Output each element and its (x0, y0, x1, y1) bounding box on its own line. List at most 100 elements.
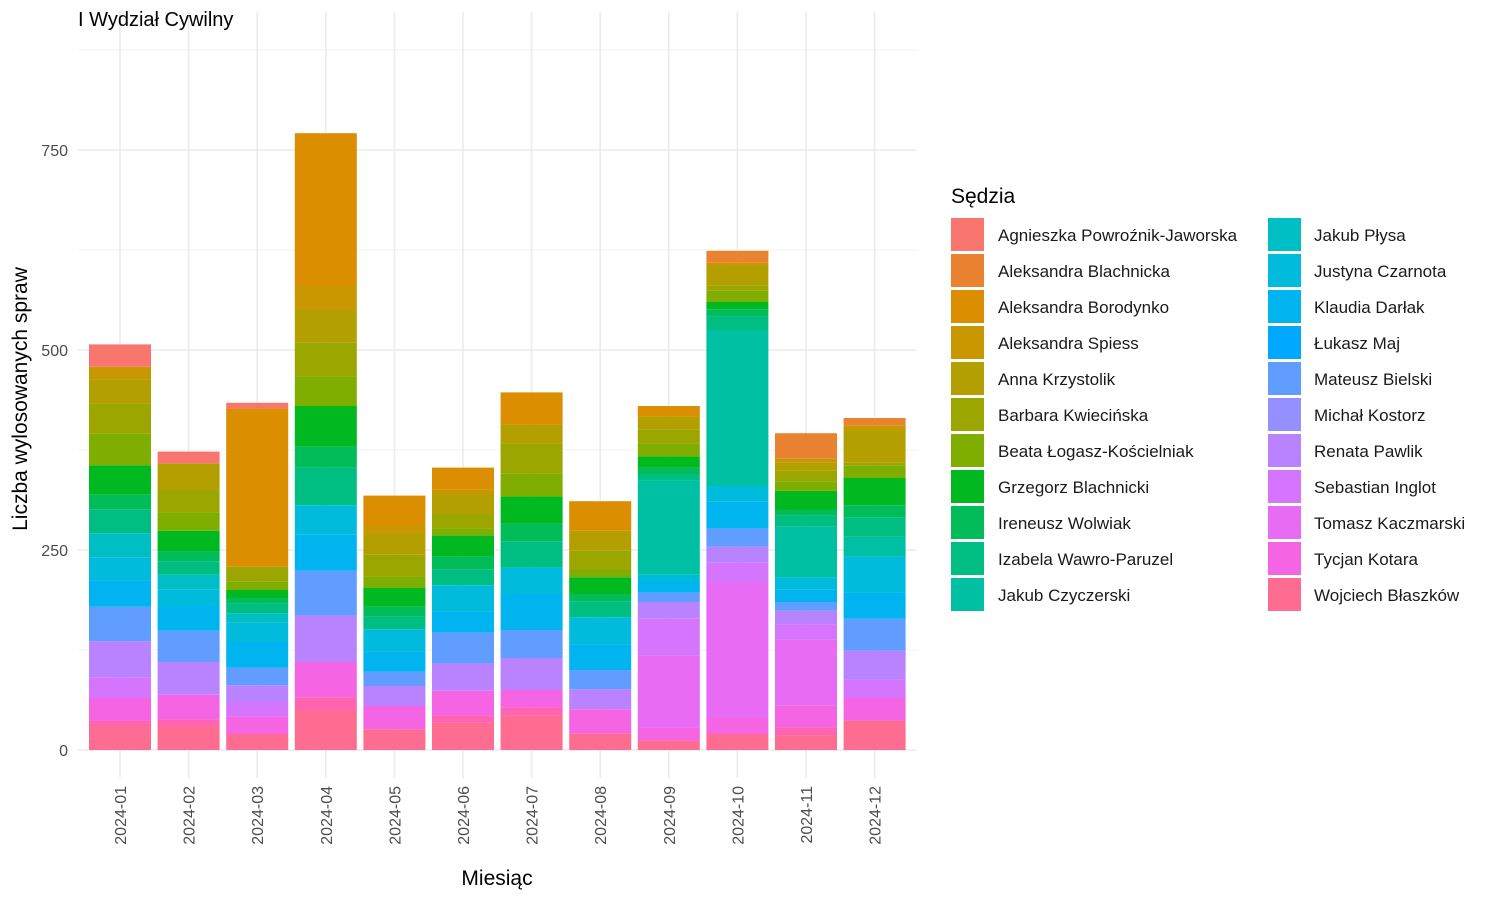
x-tick-label: 2024-03 (250, 786, 267, 845)
bar-segment (294, 133, 357, 286)
bar-segment (89, 533, 151, 558)
y-axis-title: Liczba wylosowanych spraw (9, 266, 32, 531)
bar-segment (500, 630, 563, 658)
bar-segment (157, 726, 220, 750)
bar-segment (294, 286, 357, 310)
bar-segment (89, 557, 151, 581)
bar-segment (569, 670, 632, 690)
bar-segment (706, 501, 769, 529)
bar-segment (157, 630, 220, 662)
bar-segment (432, 611, 494, 633)
bar-segment (706, 266, 769, 286)
legend-key (951, 254, 984, 287)
bar-segment (432, 585, 494, 612)
y-tick-labels: 0 250 500 750 (41, 143, 68, 760)
bar-segment (706, 309, 769, 317)
bar-segment (226, 598, 289, 604)
legend-label: Aleksandra Borodynko (998, 298, 1169, 317)
bar-segment (706, 734, 769, 750)
bar-segment (89, 433, 151, 466)
bar-segment (226, 613, 289, 623)
bar-segment (706, 330, 769, 486)
legend-key (951, 506, 984, 539)
x-tick-labels: 2024-01 2024-02 2024-03 2024-04 2024-05 2024-… (113, 786, 885, 845)
legend-key (1268, 434, 1301, 467)
bar-segment (775, 577, 837, 590)
bar-segment (363, 534, 426, 555)
y-tick-label: 250 (41, 543, 68, 560)
legend-label: Ireneusz Wolwiak (998, 514, 1131, 533)
x-tick-label: 2024-07 (525, 786, 542, 845)
bar-segment (843, 679, 906, 698)
legend-key (1268, 362, 1301, 395)
legend-label: Jakub Czyczerski (998, 586, 1130, 605)
bar-segment (637, 416, 700, 430)
legend-label: Sebastian Inglot (1314, 478, 1436, 497)
bar-segment (89, 641, 151, 678)
bar-segment (775, 515, 837, 527)
bar-segment (775, 639, 837, 706)
bar-segment (775, 624, 837, 640)
bar-segment (89, 698, 151, 721)
bar-segment (157, 694, 220, 720)
bar-segment (843, 618, 906, 651)
bar-segment (363, 606, 426, 617)
x-tick-label: 2024-11 (799, 786, 816, 844)
bar-segment (775, 470, 837, 482)
bar-segment (637, 602, 700, 619)
bar-segment (569, 501, 632, 531)
bar-segment (294, 662, 357, 698)
bar-segment (706, 302, 769, 310)
bar-segment (843, 720, 906, 750)
bar-segment (432, 569, 494, 586)
bar-segment (363, 686, 426, 706)
x-tick-label: 2024-08 (593, 786, 610, 845)
bar-segment (89, 494, 151, 510)
legend-key (1268, 506, 1301, 539)
bar-segment (226, 590, 289, 598)
bar-segment (294, 570, 357, 616)
bar-segment (843, 505, 906, 518)
bar-segment (706, 486, 769, 502)
bar-segment (706, 528, 769, 547)
bar-segment (637, 429, 700, 444)
bar-segment (775, 705, 837, 728)
bar-segment (843, 556, 906, 593)
bar-segment (363, 587, 426, 607)
bar-segment (706, 285, 769, 291)
legend-label: Justyna Czarnota (1314, 262, 1447, 281)
bar-segment (157, 719, 220, 726)
legend-label: Anna Krzystolik (998, 370, 1116, 389)
bar-segment (157, 463, 220, 490)
bar-segment (432, 663, 494, 691)
bar-segment (157, 551, 220, 562)
legend-key (1268, 398, 1301, 431)
bar-segment (226, 603, 289, 614)
bar-segment (775, 735, 837, 750)
bar-segment (294, 710, 357, 750)
bar-segment (226, 642, 289, 668)
bar-segment (775, 481, 837, 491)
legend-key (951, 218, 984, 251)
legend-title: Sędzia (951, 185, 1016, 208)
bar-segment (294, 615, 357, 662)
bar-segment (157, 512, 220, 531)
x-tick-label: 2024-01 (113, 786, 130, 845)
chart-title: I Wydział Cywilny (78, 9, 233, 31)
bar-segment (432, 528, 494, 536)
bar-segment (569, 577, 632, 594)
legend-key (951, 542, 984, 575)
bar-segment (843, 465, 906, 478)
legend-label: Agnieszka Powroźnik-Jaworska (998, 226, 1238, 245)
bar-segment (706, 562, 769, 582)
bar-segment (843, 536, 906, 557)
bar-segment (363, 495, 426, 526)
x-tick-label: 2024-10 (730, 786, 747, 845)
bar-segment (637, 618, 700, 656)
bar-segment (363, 706, 426, 730)
bar-segment (157, 574, 220, 590)
bar-segment (500, 523, 563, 542)
bar-segment (775, 727, 837, 736)
bar-segment (89, 580, 151, 607)
bar-segment (363, 526, 426, 534)
